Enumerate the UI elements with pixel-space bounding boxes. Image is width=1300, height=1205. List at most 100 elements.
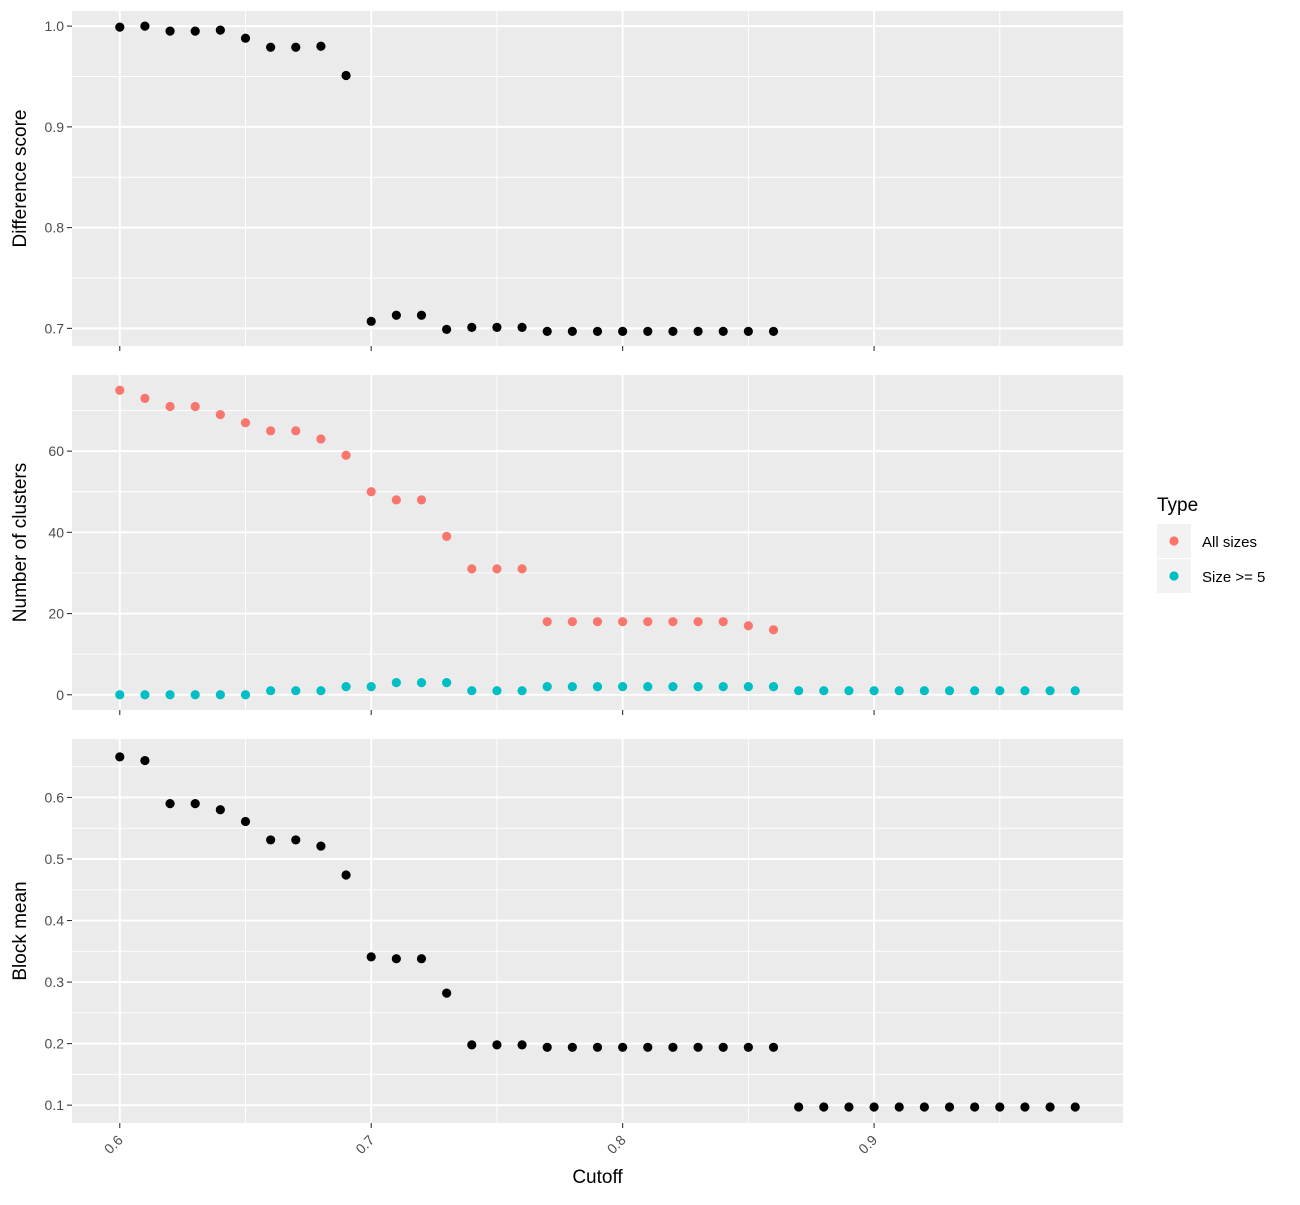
data-point: [115, 690, 125, 700]
data-point: [492, 322, 502, 332]
y-tick-label: 0.2: [45, 1036, 65, 1052]
y-tick-label: 0.6: [45, 789, 65, 805]
data-point: [341, 870, 351, 880]
data-point: [542, 682, 552, 692]
data-point: [693, 682, 703, 692]
data-point: [467, 1040, 477, 1050]
data-point: [643, 1042, 653, 1052]
data-point: [115, 752, 125, 762]
data-point: [643, 617, 653, 627]
data-point: [240, 690, 251, 700]
data-point: [718, 326, 728, 336]
panel-1: 0.7 0.8 0.9 1.0 Difference score: [10, 11, 1123, 351]
data-point: [366, 316, 376, 326]
data-point: [819, 686, 829, 696]
y-tick-label: 40: [48, 524, 64, 540]
data-point: [995, 686, 1005, 696]
data-point: [115, 385, 125, 395]
y-tick-label: 0.5: [45, 851, 65, 867]
data-point: [718, 617, 728, 627]
data-point: [894, 686, 904, 696]
data-point: [567, 682, 577, 692]
data-point: [467, 564, 477, 574]
data-point: [768, 1042, 779, 1052]
data-point: [743, 621, 753, 631]
data-point: [668, 682, 678, 692]
data-point: [592, 1042, 603, 1052]
data-point: [442, 988, 452, 998]
y-tick-label: 0.9: [45, 119, 65, 135]
y-tick-label: 0.7: [45, 320, 65, 336]
data-point: [869, 1102, 879, 1112]
data-point: [1020, 686, 1030, 696]
data-point: [618, 1042, 628, 1052]
data-point: [970, 1102, 980, 1112]
panel-background: [72, 375, 1123, 710]
data-point: [668, 1042, 678, 1052]
data-point: [995, 1102, 1005, 1112]
data-point: [266, 835, 276, 845]
series-1-1: [115, 21, 779, 336]
data-point: [693, 326, 703, 336]
y-tick-label: 0.3: [45, 974, 65, 990]
data-point: [266, 426, 276, 436]
data-point: [416, 310, 427, 320]
x-axis-title: Cutoff: [572, 1167, 623, 1188]
data-point: [416, 954, 427, 964]
data-point: [165, 401, 175, 412]
series-2-2: [115, 677, 1080, 700]
panel-2: 0 20 40 60 Number of clusters: [10, 375, 1123, 715]
data-point: [1045, 686, 1055, 696]
data-point: [743, 326, 753, 336]
legend: Type All sizes Size >= 5: [1157, 495, 1265, 593]
y-tick-label: 60: [48, 443, 64, 459]
data-point: [190, 690, 200, 700]
data-point: [567, 617, 577, 627]
data-point: [316, 434, 326, 444]
data-point: [517, 564, 527, 574]
data-point: [215, 690, 225, 700]
y-tick-label: 0.1: [45, 1097, 65, 1113]
data-point: [341, 70, 351, 81]
data-point: [693, 617, 703, 627]
data-point: [291, 835, 301, 845]
y-axis-title: Block mean: [10, 881, 31, 980]
data-point: [215, 805, 225, 815]
data-point: [944, 686, 955, 696]
data-point: [240, 33, 251, 43]
data-point: [291, 426, 301, 436]
data-point: [492, 564, 502, 574]
data-point: [970, 686, 980, 696]
data-point: [618, 326, 628, 336]
data-point: [618, 682, 628, 692]
data-point: [240, 816, 251, 827]
data-point: [643, 326, 653, 336]
series-2-1: [115, 385, 779, 635]
data-point: [542, 326, 552, 336]
data-point: [894, 1102, 904, 1112]
data-point: [366, 487, 376, 497]
data-point: [1020, 1102, 1030, 1112]
data-point: [140, 21, 150, 31]
data-point: [165, 26, 175, 36]
data-point: [743, 1042, 753, 1052]
y-tick-label: 0.8: [45, 220, 65, 236]
data-point: [467, 322, 477, 332]
data-point: [391, 495, 401, 505]
data-point: [643, 682, 653, 692]
legend-label: All sizes: [1202, 534, 1257, 551]
data-point: [266, 686, 276, 696]
data-point: [190, 26, 200, 36]
data-point: [442, 677, 452, 688]
data-point: [668, 326, 678, 336]
data-point: [416, 677, 427, 688]
panel-3: 0.1 0.2 0.3 0.4 0.5 0.6 Block mean: [10, 739, 1123, 1128]
data-point: [944, 1102, 955, 1112]
y-axis-title: Number of clusters: [10, 463, 31, 622]
data-point: [316, 686, 326, 696]
x-tick-label: 0.9: [855, 1132, 880, 1157]
data-point: [190, 401, 200, 412]
data-point: [768, 326, 779, 336]
data-point: [693, 1042, 703, 1052]
data-point: [668, 617, 678, 627]
